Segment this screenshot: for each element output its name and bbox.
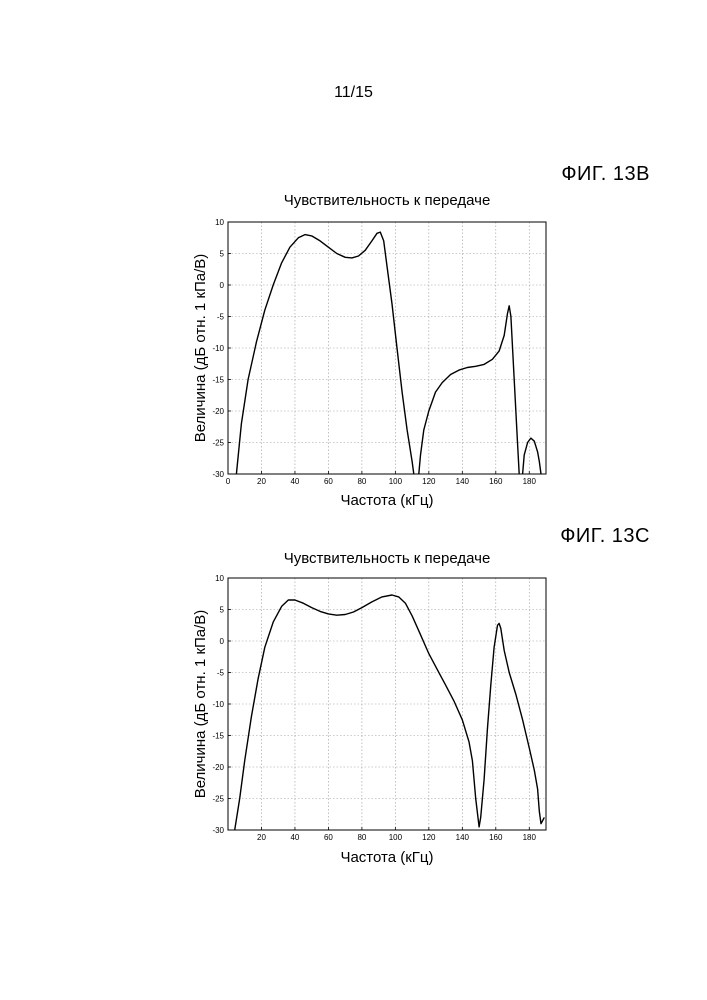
y-tick-label: -15 [212,732,224,741]
y-tick-label: 0 [220,637,225,646]
x-axis-label: Частота (кГц) [340,492,433,509]
chart-title: Чувствительность к передаче [284,550,491,567]
x-tick-label: 20 [257,477,266,486]
y-tick-label: -10 [212,700,224,709]
chart-title: Чувствительность к передаче [284,192,491,209]
chart-2-group: 20 40 60 80 100 120 140 160 180 10 5 0 -5 -10 -15 -20 -2… [192,550,546,866]
y-tick-label: 0 [220,281,225,290]
x-tick-label: 160 [489,477,503,486]
y-tick-label: -20 [212,407,224,416]
x-tick-label: 60 [324,477,333,486]
x-tick-label: 100 [389,477,403,486]
y-tick-label: -10 [212,344,224,353]
x-tick-label: 20 [257,833,266,842]
x-tick-label: 140 [456,833,470,842]
y-axis-label: Величина (дБ отн. 1 кПа/В) [192,254,209,443]
x-tick-label: 160 [489,833,503,842]
y-tick-label: 5 [220,606,225,615]
x-tick-label: 60 [324,833,333,842]
x-tick-label: 40 [290,833,299,842]
y-tick-label: -5 [217,669,225,678]
y-tick-label: 10 [215,574,224,583]
y-axis-label: Величина (дБ отн. 1 кПа/В) [192,610,209,799]
series-line-segment [523,438,541,474]
y-tick-label: -15 [212,376,224,385]
series-line-segment [236,232,413,474]
series-line-segment [419,306,519,474]
chart-1-group: 0 20 40 60 80 100 120 140 160 180 10 5 0 -5 -10 -15 -20 -… [192,192,546,509]
x-tick-label: 80 [357,833,366,842]
x-tick-label: 120 [422,477,436,486]
x-tick-label: 80 [357,477,366,486]
y-tick-label: -5 [217,313,225,322]
y-tick-label: -30 [212,826,224,835]
x-tick-label: 40 [290,477,299,486]
x-tick-label: 180 [523,477,537,486]
x-tick-label: 120 [422,833,436,842]
x-tick-label: 100 [389,833,403,842]
y-tick-label: 5 [220,250,225,259]
y-tick-label: -30 [212,470,224,479]
x-tick-label: 180 [523,833,537,842]
y-tick-label: -20 [212,763,224,772]
y-tick-label: -25 [212,439,224,448]
x-tick-label: 0 [226,477,231,486]
x-axis-label: Частота (кГц) [340,849,433,866]
x-tick-label: 140 [456,477,470,486]
series-line-segment [235,595,545,830]
y-tick-label: 10 [215,218,224,227]
y-tick-label: -25 [212,795,224,804]
